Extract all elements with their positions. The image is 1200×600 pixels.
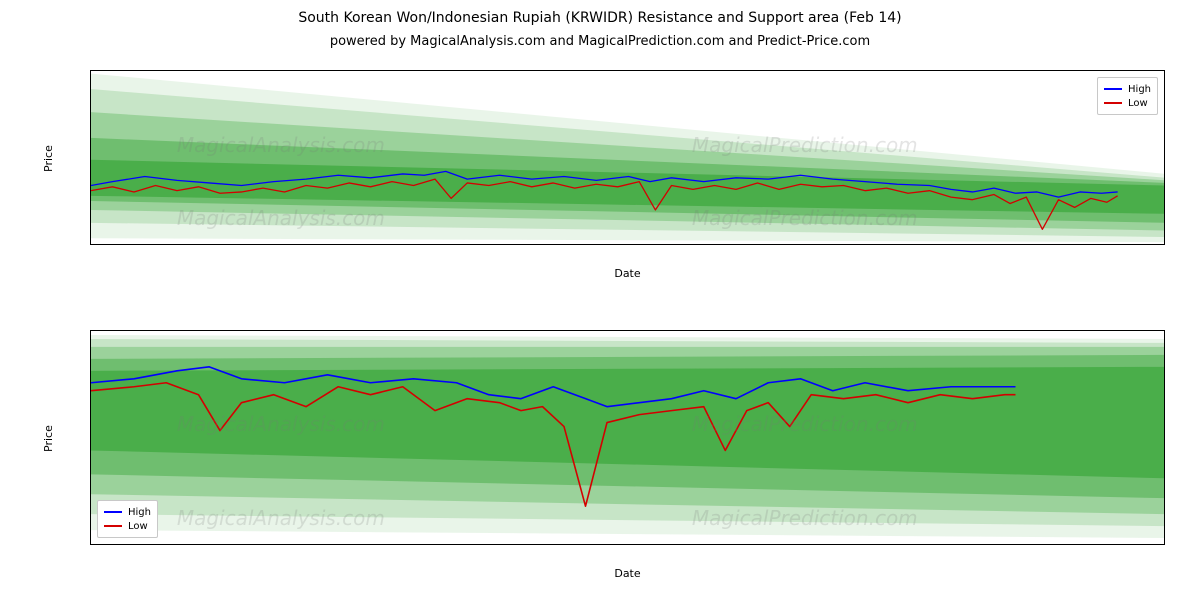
- legend-swatch-low: [1104, 102, 1122, 104]
- top-chart-panel: MagicalAnalysis.com MagicalPrediction.co…: [90, 70, 1165, 245]
- x-axis-label-top: Date: [90, 267, 1165, 280]
- x-axis-label-bottom: Date: [90, 567, 1165, 580]
- legend-item-high: High: [1104, 82, 1151, 96]
- legend-label-low: Low: [1128, 98, 1148, 109]
- legend: High Low: [97, 500, 158, 538]
- bottom-chart-svg: [91, 331, 1165, 545]
- y-axis-label-bottom: Price: [42, 425, 55, 452]
- y-axis-label-top: Price: [42, 145, 55, 172]
- legend-swatch-high: [1104, 88, 1122, 90]
- legend-swatch-low: [104, 525, 122, 527]
- legend-item-low: Low: [1104, 96, 1151, 110]
- legend-label-low: Low: [128, 521, 148, 532]
- legend-label-high: High: [1128, 84, 1151, 95]
- legend-item-low: Low: [104, 519, 151, 533]
- legend-label-high: High: [128, 507, 151, 518]
- chart-title: South Korean Won/Indonesian Rupiah (KRWI…: [0, 10, 1200, 26]
- chart-subtitle: powered by MagicalAnalysis.com and Magic…: [0, 34, 1200, 49]
- bottom-chart-panel: MagicalAnalysis.com MagicalPrediction.co…: [90, 330, 1165, 545]
- legend: High Low: [1097, 77, 1158, 115]
- legend-swatch-high: [104, 511, 122, 513]
- legend-item-high: High: [104, 505, 151, 519]
- top-chart-svg: [91, 71, 1165, 245]
- figure: South Korean Won/Indonesian Rupiah (KRWI…: [0, 0, 1200, 600]
